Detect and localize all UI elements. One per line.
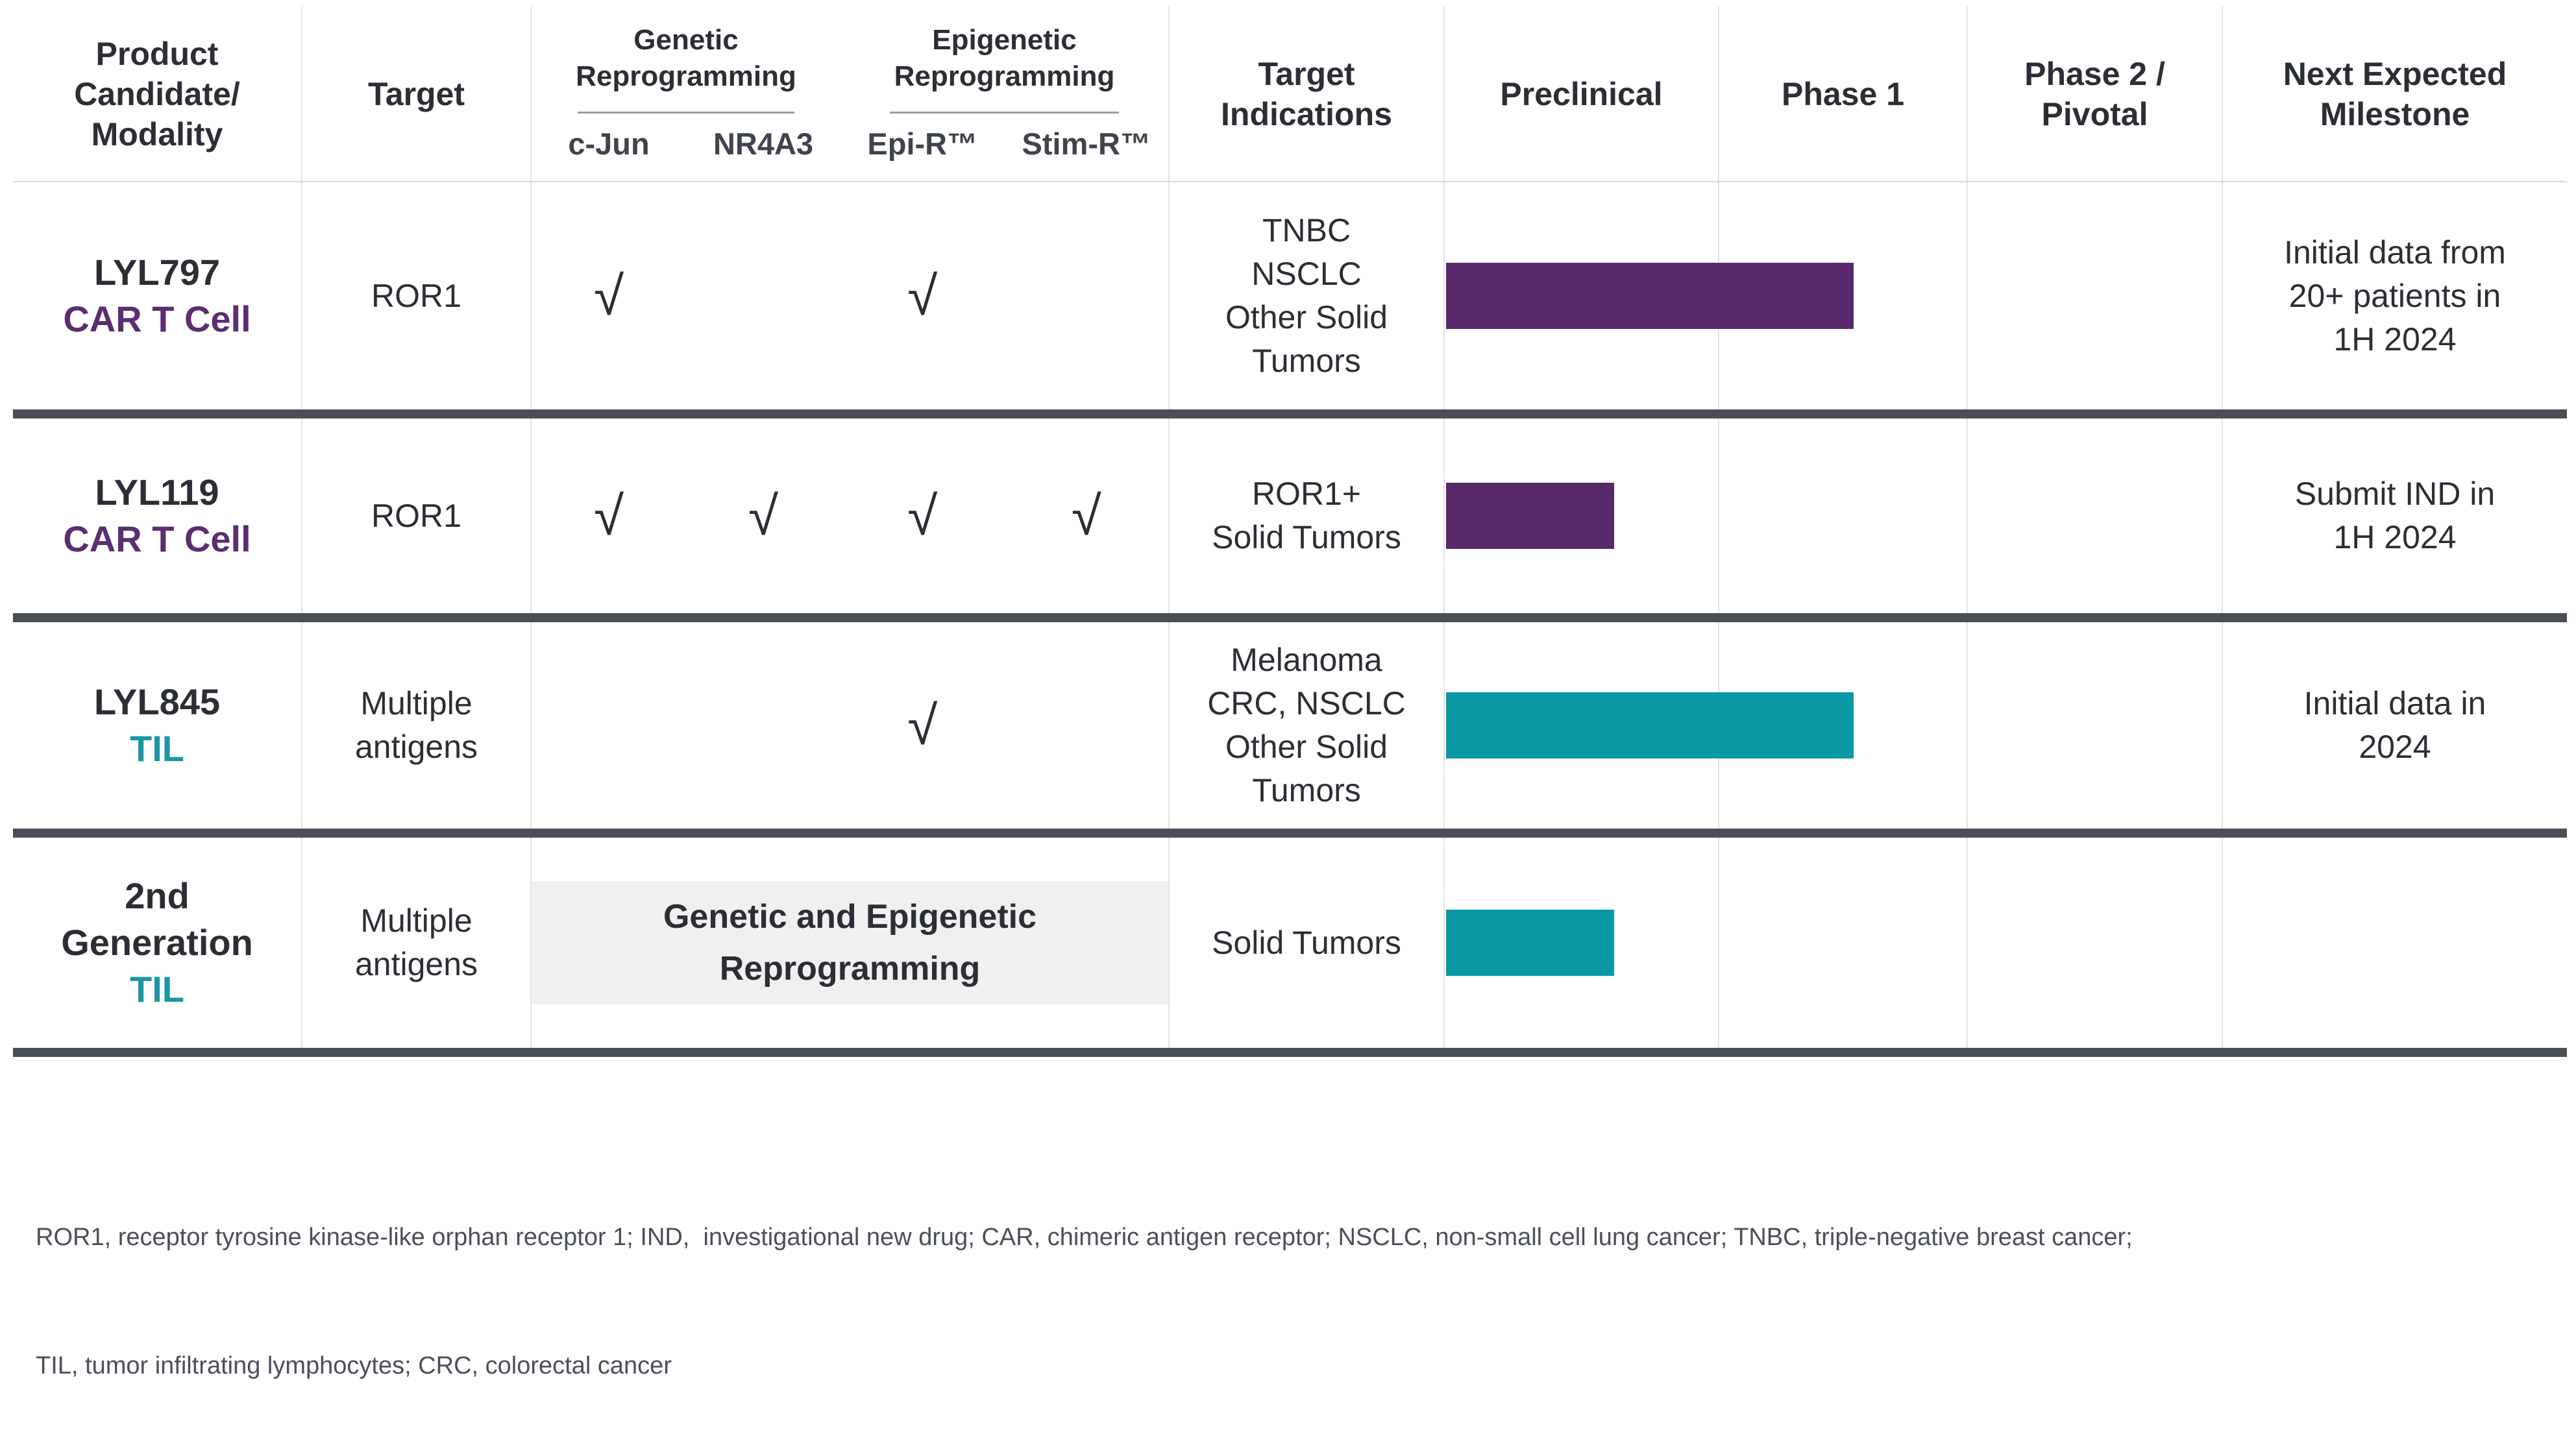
milestone-cell: Initial data in 2024 xyxy=(2222,622,2567,829)
check-c-jun: √ xyxy=(593,265,624,326)
milestone-cell: Initial data from 20+ patients in 1H 202… xyxy=(2222,182,2567,409)
stage-bar-2nd-gen-til xyxy=(1446,910,1614,976)
table-row-lyl845: LYL845 TIL Multiple antigens √ Melanoma … xyxy=(13,622,2567,838)
header-phase-2-pivotal: Phase 2 / Pivotal xyxy=(1967,6,2222,181)
table-row-lyl119: LYL119 CAR T Cell ROR1 √ √ √ √ ROR1+ Sol… xyxy=(13,418,2567,622)
epigenetic-group-label: Epigenetic Reprogramming xyxy=(894,24,1115,92)
reprogramming-merged-cell: Genetic and Epigenetic Reprogramming xyxy=(530,838,1168,1048)
table-row-lyl797: LYL797 CAR T Cell ROR1 √ √ TNBC NSCLC Ot… xyxy=(13,182,2567,418)
phase2-cell xyxy=(1967,418,2222,613)
product-name: LYL845 xyxy=(93,681,221,722)
product-cell: LYL845 TIL xyxy=(13,622,301,829)
milestone-cell: Submit IND in 1H 2024 xyxy=(2222,418,2567,613)
check-c-jun: √ xyxy=(593,485,624,546)
stage-bar-lyl845 xyxy=(1446,692,1854,758)
stage-bar-lyl119 xyxy=(1446,483,1614,549)
header-preclinical: Preclinical xyxy=(1443,6,1718,181)
phase1-cell xyxy=(1718,838,1967,1048)
modality-label: CAR T Cell xyxy=(63,518,251,559)
header-c-jun: c-Jun xyxy=(568,127,650,161)
pipeline-table: Product Candidate/ Modality Target Genet… xyxy=(13,6,2567,1057)
header-stim-r: Stim-R™ xyxy=(1022,127,1151,161)
header-phase-1: Phase 1 xyxy=(1718,6,1967,181)
phase2-cell xyxy=(1967,182,2222,409)
product-name: LYL797 xyxy=(93,252,221,293)
header-genetic-reprogramming: Genetic Reprogramming c-Jun NR4A3 xyxy=(530,6,840,181)
stage-bar-lyl797 xyxy=(1446,263,1854,329)
product-cell: 2nd Generation TIL xyxy=(13,838,301,1048)
modality-label: CAR T Cell xyxy=(63,298,251,339)
target-cell: Multiple antigens xyxy=(301,622,530,829)
genetic-checks-cell: √ √ xyxy=(530,418,840,613)
phase2-cell xyxy=(1967,622,2222,829)
epigenetic-checks-cell: √ xyxy=(840,182,1168,409)
footnotes: ROR1, receptor tyrosine kinase-like orph… xyxy=(36,1130,2133,1430)
table-row-2nd-gen-til: 2nd Generation TIL Multiple antigens Gen… xyxy=(13,838,2567,1057)
header-epigenetic-reprogramming: Epigenetic Reprogramming Epi-R™ Stim-R™ xyxy=(840,6,1168,181)
product-cell: LYL119 CAR T Cell xyxy=(13,418,301,613)
product-name: 2nd Generation xyxy=(61,875,253,963)
modality-label: TIL xyxy=(130,969,184,1010)
epigenetic-subcolumns: Epi-R™ Stim-R™ xyxy=(840,126,1168,181)
epigenetic-group-underline xyxy=(889,112,1120,114)
milestone-cell xyxy=(2222,838,2567,1048)
footnote-line-1: ROR1, receptor tyrosine kinase-like orph… xyxy=(36,1224,2133,1251)
check-epi-r: √ xyxy=(907,265,938,326)
indications-cell: ROR1+ Solid Tumors xyxy=(1168,418,1443,613)
check-epi-r: √ xyxy=(907,694,938,756)
genetic-subcolumns: c-Jun NR4A3 xyxy=(532,126,840,181)
genetic-group-underline xyxy=(578,112,794,114)
indications-cell: TNBC NSCLC Other Solid Tumors xyxy=(1168,182,1443,409)
reprogramming-note-box: Genetic and Epigenetic Reprogramming xyxy=(532,881,1168,1004)
indications-cell: Solid Tumors xyxy=(1168,838,1443,1048)
genetic-checks-cell xyxy=(530,622,840,829)
header-row: Product Candidate/ Modality Target Genet… xyxy=(13,6,2567,182)
footnote-line-2: TIL, tumor infiltrating lymphocytes; CRC… xyxy=(36,1352,672,1379)
target-cell: ROR1 xyxy=(301,182,530,409)
preclinical-cell xyxy=(1443,418,1718,613)
preclinical-cell xyxy=(1443,182,1718,409)
header-next-expected-milestone: Next Expected Milestone xyxy=(2222,6,2567,181)
modality-label: TIL xyxy=(130,728,184,769)
target-cell: Multiple antigens xyxy=(301,838,530,1048)
epigenetic-checks-cell: √ √ xyxy=(840,418,1168,613)
check-stim-r: √ xyxy=(1071,485,1101,546)
header-epi-r: Epi-R™ xyxy=(867,127,978,161)
check-nr4a3: √ xyxy=(748,485,779,546)
genetic-group-label: Genetic Reprogramming xyxy=(576,24,796,92)
header-target: Target xyxy=(301,6,530,181)
preclinical-cell xyxy=(1443,622,1718,829)
header-target-indications: Target Indications xyxy=(1168,6,1443,181)
genetic-checks-cell: √ xyxy=(530,182,840,409)
phase1-cell xyxy=(1718,418,1967,613)
phase2-cell xyxy=(1967,838,2222,1048)
indications-cell: Melanoma CRC, NSCLC Other Solid Tumors xyxy=(1168,622,1443,829)
header-product: Product Candidate/ Modality xyxy=(74,35,240,152)
epigenetic-checks-cell: √ xyxy=(840,622,1168,829)
preclinical-cell xyxy=(1443,838,1718,1048)
check-epi-r: √ xyxy=(907,485,938,546)
header-nr4a3: NR4A3 xyxy=(713,127,814,161)
target-cell: ROR1 xyxy=(301,418,530,613)
product-name: LYL119 xyxy=(95,472,219,513)
product-cell: LYL797 CAR T Cell xyxy=(13,182,301,409)
